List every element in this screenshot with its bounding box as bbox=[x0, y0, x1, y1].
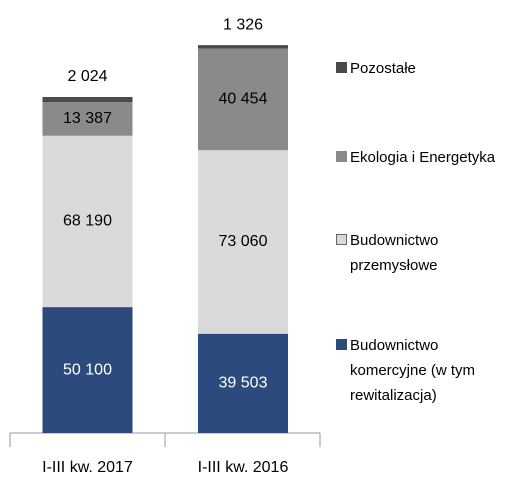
data-label: 39 503 bbox=[219, 375, 268, 392]
legend-label: Budownictwo komercyjne (w tym rewitaliza… bbox=[350, 337, 476, 404]
bar-segment bbox=[42, 307, 133, 433]
legend-swatch bbox=[336, 151, 347, 162]
x-tick-label: I-III kw. 2017 bbox=[42, 459, 133, 476]
legend-label: Ekologia i Energetyka bbox=[350, 149, 496, 166]
legend-item: Pozostałe bbox=[336, 56, 512, 81]
bar-segment bbox=[198, 45, 288, 49]
legend-swatch bbox=[336, 62, 347, 73]
data-label: 2 024 bbox=[67, 68, 107, 85]
data-label: 68 190 bbox=[63, 213, 112, 230]
legend-label: Pozostałe bbox=[350, 60, 416, 77]
bar-segment bbox=[198, 48, 288, 151]
bar-segment bbox=[198, 333, 288, 433]
legend-swatch bbox=[336, 339, 347, 350]
bar-segment bbox=[42, 135, 133, 308]
bar-segment bbox=[198, 150, 288, 334]
data-label: 13 387 bbox=[63, 110, 112, 127]
bar-segment bbox=[42, 102, 133, 136]
data-label: 50 100 bbox=[63, 361, 112, 378]
legend-swatch bbox=[336, 234, 347, 245]
data-label: 73 060 bbox=[219, 233, 268, 250]
legend-item: Ekologia i Energetyka bbox=[336, 145, 512, 170]
legend-label: Budownictwo przemysłowe bbox=[350, 232, 439, 274]
legend-item: Budownictwo przemysłowe bbox=[336, 228, 512, 278]
data-label: 40 454 bbox=[219, 91, 268, 108]
x-tick-label: I-III kw. 2016 bbox=[198, 459, 289, 476]
legend-item: Budownictwo komercyjne (w tym rewitaliza… bbox=[336, 333, 512, 408]
data-label: 1 326 bbox=[223, 16, 263, 33]
bar-segment bbox=[42, 97, 133, 103]
